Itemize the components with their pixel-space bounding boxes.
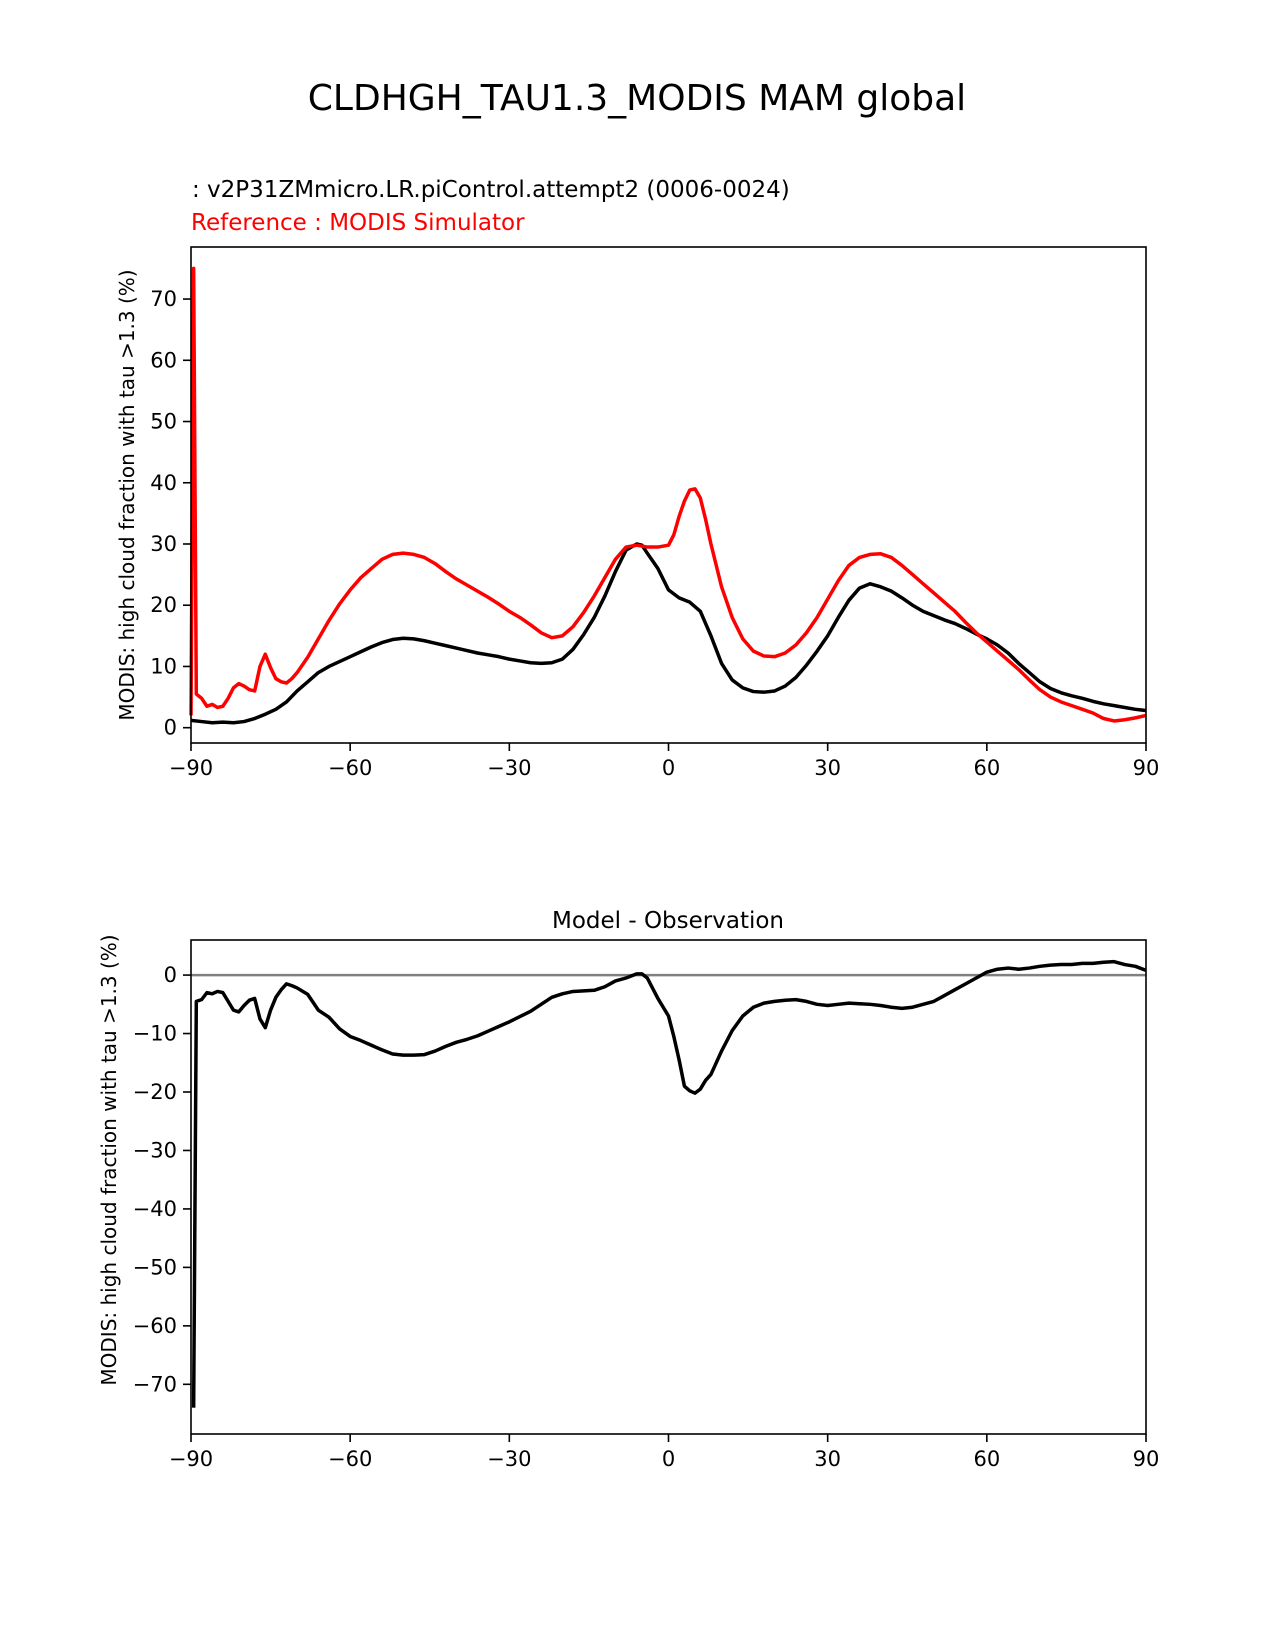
top-x-tick-label: −60 (328, 756, 372, 780)
bottom-x-tick-label: 90 (1133, 1447, 1160, 1471)
bottom-panel: Model - Observation MODIS: high cloud fr… (97, 908, 1159, 1471)
bottom-x-tick-label: 0 (662, 1447, 675, 1471)
top-panel-reference-label: Reference : MODIS Simulator (191, 210, 525, 236)
top-y-tick-label: 70 (150, 287, 177, 311)
top-y-tick-label: 0 (164, 716, 177, 740)
top-x-tick-label: −30 (487, 756, 531, 780)
top-x-tick-label: 30 (814, 756, 841, 780)
top-y-tick-label: 60 (150, 348, 177, 372)
top-x-tick-label: 60 (973, 756, 1000, 780)
top-series-test (190, 542, 1147, 725)
bottom-panel-y-axis-label: MODIS: high cloud fraction with tau >1.3… (97, 934, 121, 1385)
top-y-tick-label: 20 (150, 593, 177, 617)
top-x-tick-label: −90 (169, 756, 213, 780)
bottom-x-tick-label: −90 (169, 1447, 213, 1471)
top-y-tick-label: 10 (150, 654, 177, 678)
bottom-x-tick-label: 60 (973, 1447, 1000, 1471)
bottom-y-tick-label: −70 (133, 1372, 177, 1396)
figure-title: CLDHGH_TAU1.3_MODIS MAM global (308, 78, 966, 119)
top-x-tick-label: 90 (1133, 756, 1160, 780)
bottom-y-tick-label: 0 (164, 963, 177, 987)
top-y-tick-label: 50 (150, 410, 177, 434)
bottom-x-tick-label: 30 (814, 1447, 841, 1471)
bottom-y-tick-label: −20 (133, 1080, 177, 1104)
bottom-panel-title: Model - Observation (552, 908, 784, 934)
top-y-tick-label: 40 (150, 471, 177, 495)
bottom-y-tick-label: −60 (133, 1314, 177, 1338)
bottom-y-tick-label: −40 (133, 1197, 177, 1221)
bottom-y-tick-label: −10 (133, 1022, 177, 1046)
bottom-x-tick-label: −30 (487, 1447, 531, 1471)
top-series-reference (189, 266, 1147, 723)
top-x-tick-label: 0 (662, 756, 675, 780)
top-panel-y-axis-label: MODIS: high cloud fraction with tau >1.3… (115, 269, 139, 720)
bottom-y-tick-label: −30 (133, 1138, 177, 1162)
bottom-y-tick-label: −50 (133, 1255, 177, 1279)
top-panel: : v2P31ZMmicro.LR.piControl.attempt2 (00… (115, 177, 1159, 780)
bottom-x-tick-label: −60 (328, 1447, 372, 1471)
bottom-series-difference (191, 959, 1147, 1408)
top-panel-test-label: : v2P31ZMmicro.LR.piControl.attempt2 (00… (192, 177, 790, 203)
top-y-tick-label: 30 (150, 532, 177, 556)
